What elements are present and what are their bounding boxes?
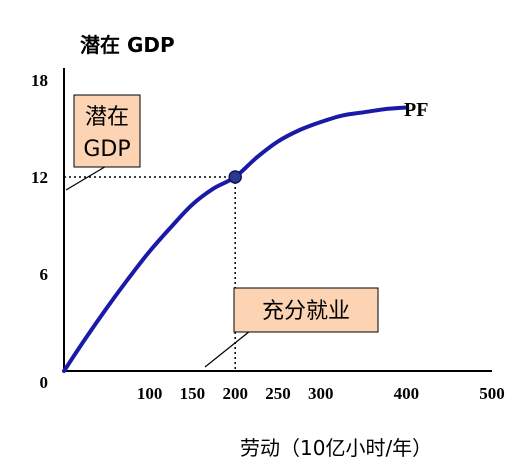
x-tick-label: 250 xyxy=(265,384,291,403)
full-employment-callout-box xyxy=(233,287,379,333)
potential-gdp-callout-text: 潜在 GDP xyxy=(83,105,130,162)
y-tick-label: 12 xyxy=(31,168,48,187)
full-employment-callout-text: 充分就业 xyxy=(262,299,350,324)
full-employment-point xyxy=(228,170,242,184)
y-tick-label: 18 xyxy=(31,71,48,90)
x-tick-label: 300 xyxy=(308,384,334,403)
x-tick-label: 400 xyxy=(394,384,420,403)
y-tick-label: 6 xyxy=(40,265,49,284)
x-tick-label: 150 xyxy=(180,384,206,403)
x-tick-label: 500 xyxy=(479,384,505,403)
y-axis-label: 潜在 GDP xyxy=(80,33,175,57)
x-tick-label: 200 xyxy=(222,384,248,403)
potential-gdp-leader-line xyxy=(65,164,109,191)
series-label-pf: PF xyxy=(404,99,428,121)
x-axis-label: 劳动（10亿小时/年） xyxy=(240,436,432,460)
y-tick-label: 0 xyxy=(40,373,49,392)
x-axis-ticks: 100 150 200 250 300 400 500 xyxy=(137,384,505,403)
full-employment-leader-line xyxy=(204,330,251,368)
y-axis-ticks: 0 6 12 18 xyxy=(31,71,48,392)
potential-gdp-callout-box xyxy=(73,94,141,168)
x-tick-label: 100 xyxy=(137,384,163,403)
